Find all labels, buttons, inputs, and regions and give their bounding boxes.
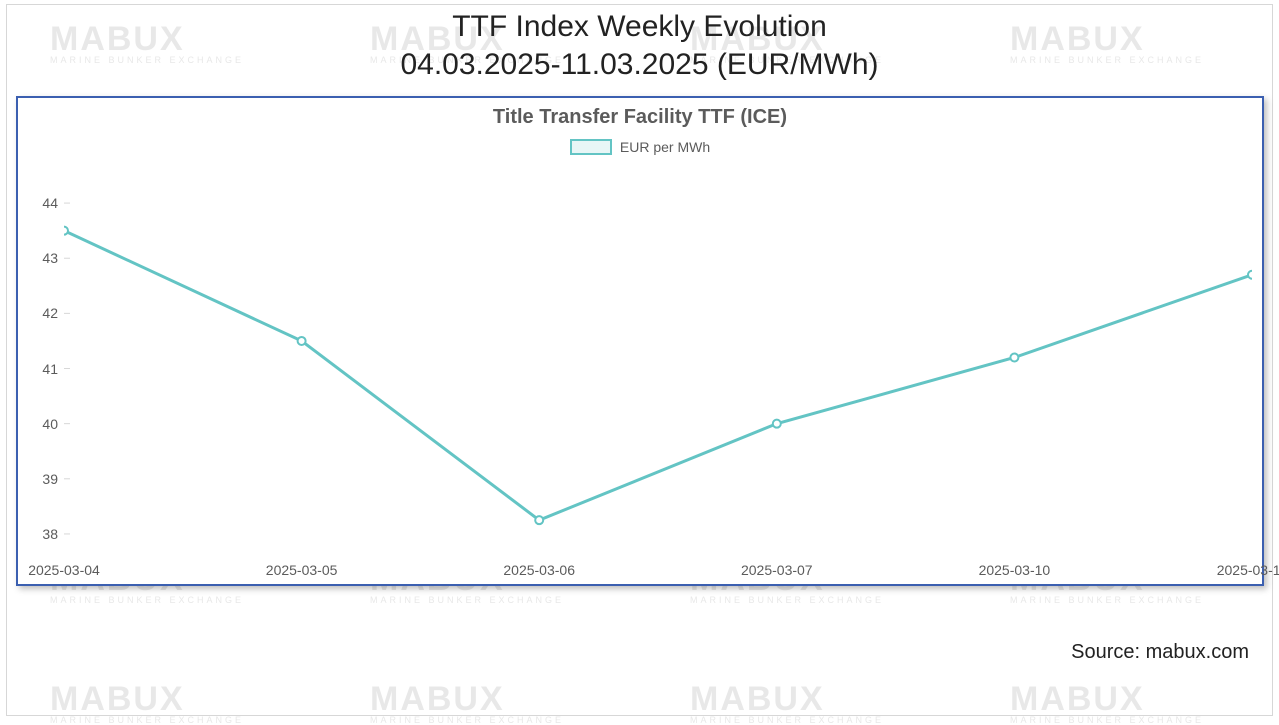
chart-svg (64, 170, 1252, 556)
y-tick-label: 40 (24, 416, 58, 432)
y-tick-label: 39 (24, 471, 58, 487)
y-tick-label: 43 (24, 250, 58, 266)
chart-frame: Title Transfer Facility TTF (ICE) EUR pe… (16, 96, 1264, 586)
title-line-1: TTF Index Weekly Evolution (0, 8, 1279, 46)
x-tick-label: 2025-03-10 (979, 562, 1051, 578)
data-point (1248, 271, 1252, 279)
x-tick-label: 2025-03-04 (28, 562, 100, 578)
data-point (535, 516, 543, 524)
legend-swatch (570, 139, 612, 155)
x-tick-label: 2025-03-11 (1217, 562, 1279, 578)
y-tick-label: 44 (24, 195, 58, 211)
y-tick-label: 42 (24, 305, 58, 321)
data-point (298, 337, 306, 345)
data-point (64, 227, 68, 235)
data-point (773, 420, 781, 428)
data-point (1010, 353, 1018, 361)
page-title: TTF Index Weekly Evolution 04.03.2025-11… (0, 8, 1279, 83)
y-tick-label: 41 (24, 361, 58, 377)
chart-inner-title: Title Transfer Facility TTF (ICE) (18, 106, 1262, 129)
legend-label: EUR per MWh (620, 139, 710, 155)
source-text: Source: mabux.com (1071, 641, 1249, 664)
x-tick-label: 2025-03-06 (503, 562, 575, 578)
x-tick-label: 2025-03-07 (741, 562, 813, 578)
chart-legend: EUR per MWh (18, 139, 1262, 155)
series-line (64, 231, 1252, 520)
y-tick-label: 38 (24, 526, 58, 542)
plot-area: 383940414243442025-03-042025-03-052025-0… (24, 170, 1256, 556)
title-line-2: 04.03.2025-11.03.2025 (EUR/MWh) (0, 46, 1279, 84)
x-tick-label: 2025-03-05 (266, 562, 338, 578)
